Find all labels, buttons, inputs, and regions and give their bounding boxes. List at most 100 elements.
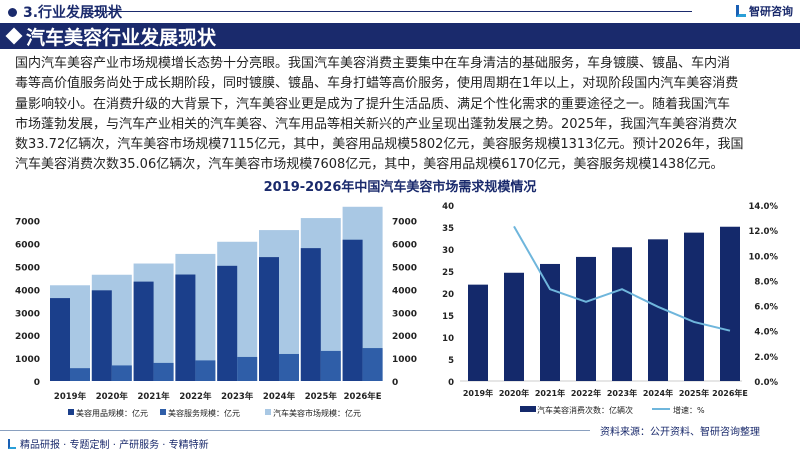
y-tick-label: 1000 (15, 355, 40, 365)
products-bar (342, 239, 363, 381)
x-tick-label: 2022年 (179, 391, 212, 402)
legend-label: 美容用品规模：亿元 (76, 408, 148, 418)
x-tick-label: 2026年E (712, 388, 748, 398)
y2-tick-label: 5000 (392, 264, 417, 274)
y-tick-label: 0 (448, 378, 454, 388)
y-tick-label: 20 (442, 290, 454, 300)
y2-tick-label: 6.0% (754, 303, 778, 313)
y-tick-label: 40 (442, 202, 454, 212)
y2-tick-label: 14.0% (749, 202, 779, 212)
y2-tick-label: 2000 (392, 332, 417, 342)
section-label: 3.行业发展现状 (23, 5, 123, 21)
paragraph-line: 国内汽车美容产业市场规模增长态势十分亮眼。我国汽车美容消费主要集中在车身清洁的基… (15, 56, 731, 71)
x-tick-label: 2020年 (499, 388, 529, 398)
y-tick-label: 7000 (15, 218, 40, 228)
y-tick-label: 35 (442, 224, 454, 234)
divider (92, 11, 692, 12)
legend-swatch (265, 409, 271, 415)
legend-swatch (68, 409, 74, 415)
paragraph-line: 数33.72亿辆次，汽车美容市场规模7115亿元，其中，美容用品规模5802亿元… (15, 137, 744, 153)
legend-label: 汽车美容市场规模：亿元 (273, 408, 361, 418)
x-tick-label: 2021年 (535, 388, 565, 398)
count-bar (720, 226, 740, 381)
count-bar (468, 284, 488, 381)
consumption-count-chart: 0 5 10 15 20 25 30 35 40 0.0% 2.0% 4.0% 6.0% 8.0% 10.0… (442, 202, 779, 415)
x-tick-label: 2024年 (643, 388, 673, 398)
footer: 精品研报 · 专题定制 · 产研服务 · 专精特新 (8, 436, 209, 451)
services-bar (279, 353, 299, 381)
count-bar (648, 239, 668, 381)
growth-line (513, 225, 731, 332)
services-bar (362, 348, 383, 381)
services-bar (195, 360, 216, 381)
y-tick-label: 5 (448, 356, 454, 366)
x-tick-label: 2026年E (344, 391, 382, 402)
products-bar (50, 298, 70, 381)
y2-tick-label: 10.0% (749, 252, 779, 262)
y-tick-label: 0 (34, 378, 40, 388)
chart-title: 2019-2026年中国汽车美容市场需求规模情况 (263, 180, 537, 195)
diamond-icon (5, 27, 23, 45)
y2-tick-label: 4000 (392, 286, 417, 296)
legend-label: 增速：% (673, 405, 705, 415)
y-tick-label: 10 (442, 334, 454, 344)
x-tick-label: 2025年 (679, 388, 709, 398)
source-note: 资料来源：公开资料、智研咨询整理 (600, 427, 760, 438)
brand-logo: 智研咨询 (736, 3, 793, 19)
count-bar (576, 256, 596, 381)
services-bar (320, 350, 341, 381)
x-tick-label: 2023年 (607, 388, 637, 398)
x-tick-label: 2024年 (263, 391, 296, 402)
y2-tick-label: 0 (392, 378, 398, 388)
legend-label: 汽车美容消费次数：亿辆次 (537, 405, 633, 415)
section-heading: 3.行业发展现状 (8, 2, 122, 22)
footer-text: 精品研报 · 专题定制 · 产研服务 · 专精特新 (20, 440, 209, 451)
y2-tick-label: 2.0% (754, 353, 778, 363)
body-paragraph: 国内汽车美容产业市场规模增长态势十分亮眼。我国汽车美容消费主要集中在车身清洁的基… (15, 54, 790, 176)
x-tick-label: 2021年 (138, 391, 171, 402)
y2-tick-label: 0.0% (754, 378, 778, 388)
x-tick-label: 2023年 (221, 391, 254, 402)
products-bar (300, 248, 321, 381)
paragraph-line: 毒等高价值服务尚处于成长期阶段，同时镀膜、镀晶、车身打蜡等高价服务，使用周期在1… (15, 76, 739, 92)
y2-tick-label: 12.0% (749, 227, 779, 237)
paragraph-line: 汽车美容消费次数35.06亿辆次，汽车美容市场规模7608亿元，其中，美容用品规… (15, 157, 724, 173)
services-bar (70, 368, 90, 381)
y-tick-label: 15 (442, 312, 454, 322)
paragraph-line: 量影响较小。在消费升级的大背景下，汽车美容业更是成为了提升生活品质、满足个性化需… (15, 96, 731, 112)
y2-tick-label: 4.0% (754, 328, 778, 338)
y-tick-label: 30 (442, 246, 454, 256)
products-bar (259, 257, 279, 381)
x-tick-label: 2019年 (463, 388, 493, 398)
count-bar (540, 263, 560, 381)
y2-tick-label: 6000 (392, 241, 417, 251)
brand-name: 智研咨询 (749, 5, 793, 18)
bullet-icon (8, 7, 17, 17)
legend-label: 美容服务规模：亿元 (168, 408, 240, 418)
x-tick-label: 2019年 (54, 391, 87, 402)
count-bar (504, 272, 524, 381)
y2-tick-label: 8.0% (754, 277, 778, 287)
products-bar (175, 274, 196, 381)
x-tick-label: 2022年 (571, 388, 601, 398)
y-tick-label: 3000 (15, 309, 40, 319)
page-title: 汽车美容行业发展现状 (26, 26, 217, 49)
logo-icon (736, 5, 746, 17)
x-tick-label: 2025年 (305, 391, 338, 402)
services-bar (153, 362, 174, 381)
logo-icon (8, 438, 16, 449)
y2-tick-label: 3000 (392, 309, 417, 319)
products-bar (217, 265, 238, 381)
products-bar (91, 290, 112, 381)
services-bar (111, 365, 132, 381)
market-size-chart: 0 0 1000 1000 2000 2000 3000 3000 4000 4000 5000 50… (15, 206, 417, 418)
y-tick-label: 2000 (15, 332, 40, 342)
paragraph-line: 市场蓬勃发展，与汽车产业相关的汽车美容、汽车用品等相关新兴的产业呈现出蓬勃发展之… (15, 116, 738, 132)
count-bar (684, 232, 704, 381)
y-tick-label: 25 (442, 268, 454, 278)
y-tick-label: 5000 (15, 264, 40, 274)
title-bar: 汽车美容行业发展现状 (0, 23, 800, 49)
y2-tick-label: 1000 (392, 355, 417, 365)
y-tick-label: 4000 (15, 286, 40, 296)
count-bar (612, 247, 632, 381)
